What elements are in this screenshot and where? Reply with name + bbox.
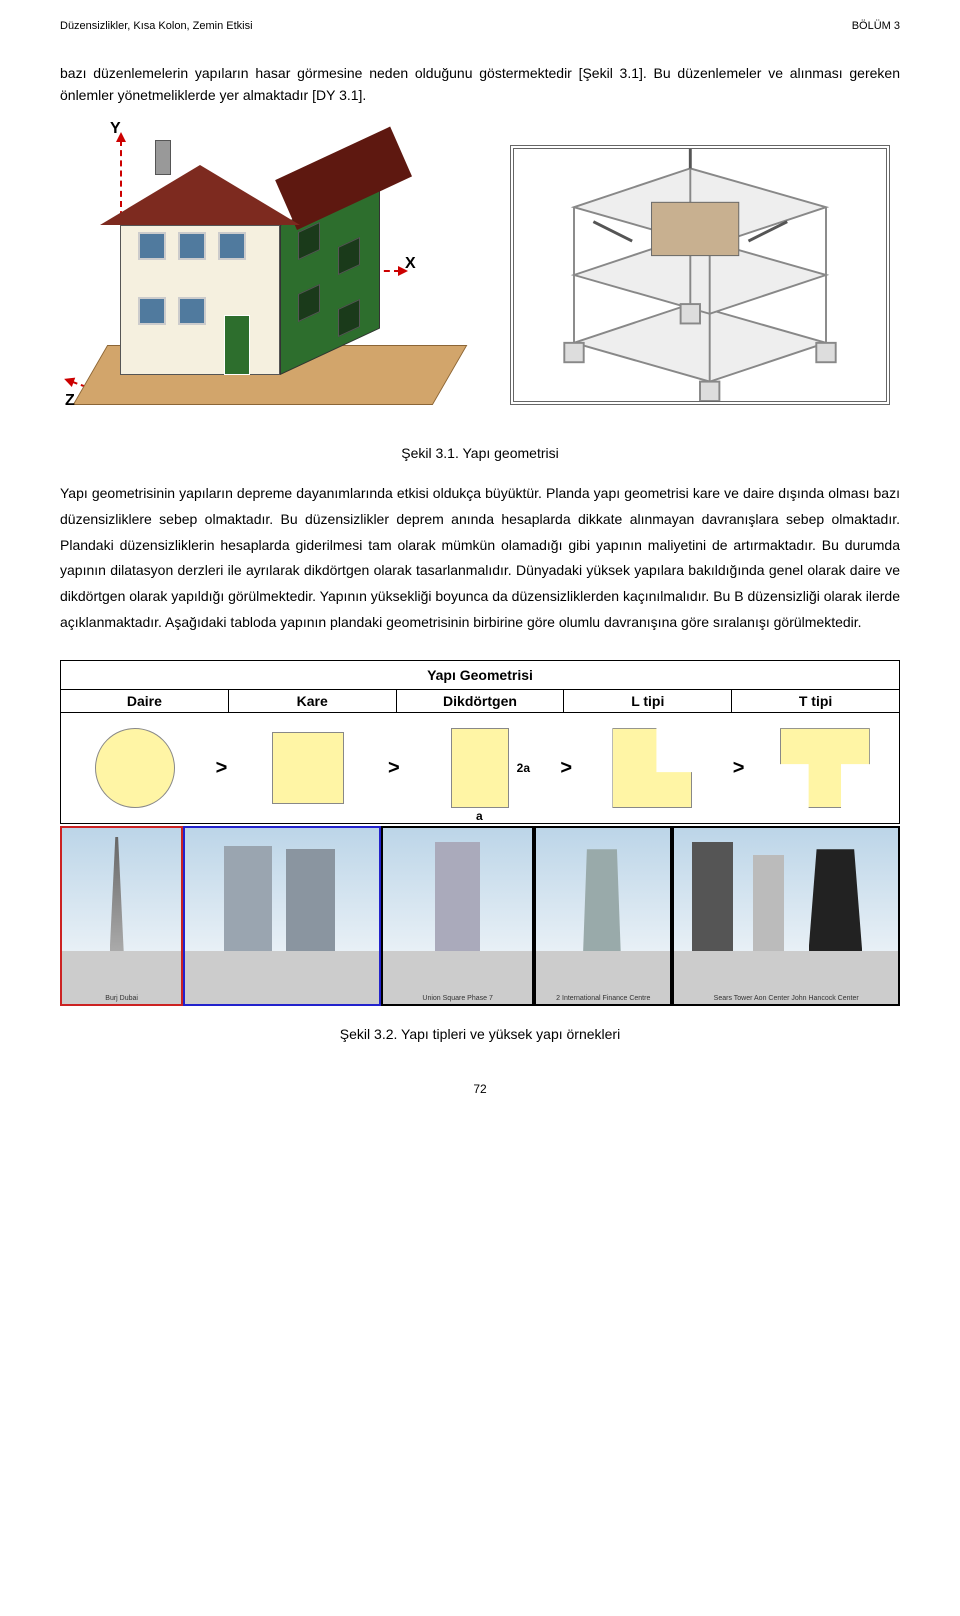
tower-icon — [286, 849, 334, 951]
table-header-row: Daire Kare Dikdörtgen L tipi T tipi — [61, 690, 899, 713]
building-panel: Burj Dubai — [60, 826, 183, 1006]
structure-figure — [510, 145, 890, 405]
dimension-label: a — [476, 809, 483, 823]
tower-icon — [753, 855, 784, 952]
header-right: BÖLÜM 3 — [852, 20, 900, 32]
tower-icon — [692, 842, 732, 951]
shapes-row: > > 2a a > > — [61, 713, 899, 823]
figure2-caption: Şekil 3.2. Yapı tipleri ve yüksek yapı ö… — [60, 1026, 900, 1042]
window-icon — [138, 297, 166, 325]
shape-cell — [578, 728, 726, 808]
x-axis-label: X — [405, 255, 416, 273]
roof-front — [100, 165, 300, 225]
z-axis-label: Z — [65, 392, 75, 410]
tower-icon — [809, 849, 863, 951]
greater-than-icon: > — [382, 757, 406, 780]
building-label: Union Square Phase 7 — [383, 995, 532, 1002]
circle-shape-icon — [95, 728, 175, 808]
buildings-row: Burj Dubai Union Square Phase 7 2 Intern… — [60, 826, 900, 1006]
tower-icon — [224, 846, 272, 952]
building-label: 2 International Finance Centre — [536, 995, 670, 1002]
greater-than-icon: > — [209, 757, 233, 780]
building-label: Burj Dubai — [62, 995, 181, 1002]
shape-cell — [751, 728, 899, 808]
building-panel: Union Square Phase 7 — [381, 826, 534, 1006]
figure1-caption: Şekil 3.1. Yapı geometrisi — [60, 445, 900, 461]
t-shape-icon — [780, 728, 870, 808]
dimension-label: 2a — [517, 761, 530, 775]
page-number: 72 — [60, 1082, 900, 1096]
window-icon — [178, 232, 206, 260]
window-icon — [218, 232, 246, 260]
tower-icon — [583, 849, 621, 951]
building-panel — [183, 826, 381, 1006]
header-left: Düzensizlikler, Kısa Kolon, Zemin Etkisi — [60, 20, 253, 32]
geometry-table: Yapı Geometrisi Daire Kare Dikdörtgen L … — [60, 660, 900, 824]
people-photo-placeholder — [652, 202, 739, 255]
building-panel: Sears Tower Aon Center John Hancock Cent… — [672, 826, 900, 1006]
figure-row: Y X Z — [60, 125, 900, 425]
shape-cell — [233, 732, 381, 804]
window-icon — [138, 232, 166, 260]
col-header: Kare — [228, 690, 396, 713]
house-figure: Y X Z — [60, 125, 480, 425]
intro-paragraph: bazı düzenlemelerin yapıların hasar görm… — [60, 62, 900, 107]
body-paragraph: Yapı geometrisinin yapıların depreme day… — [60, 481, 900, 636]
y-axis-label: Y — [110, 120, 121, 138]
tower-icon — [110, 837, 124, 951]
page-header: Düzensizlikler, Kısa Kolon, Zemin Etkisi… — [60, 20, 900, 32]
square-shape-icon — [272, 732, 344, 804]
shape-cell: 2a a — [406, 728, 554, 808]
rectangle-shape-icon: 2a a — [451, 728, 509, 808]
building-panel: 2 International Finance Centre — [534, 826, 672, 1006]
chimney-icon — [155, 140, 171, 175]
l-shape-icon — [612, 728, 692, 808]
tower-icon — [435, 842, 480, 951]
window-icon — [178, 297, 206, 325]
col-header: Dikdörtgen — [396, 690, 564, 713]
frame-svg — [514, 149, 886, 401]
shape-cell — [61, 728, 209, 808]
col-header: T tipi — [731, 690, 899, 713]
col-header: L tipi — [563, 690, 731, 713]
table-title: Yapı Geometrisi — [61, 661, 899, 690]
door-icon — [224, 315, 250, 375]
col-header: Daire — [61, 690, 228, 713]
building-label: Sears Tower Aon Center John Hancock Cent… — [674, 995, 898, 1002]
greater-than-icon: > — [554, 757, 578, 780]
greater-than-icon: > — [727, 757, 751, 780]
